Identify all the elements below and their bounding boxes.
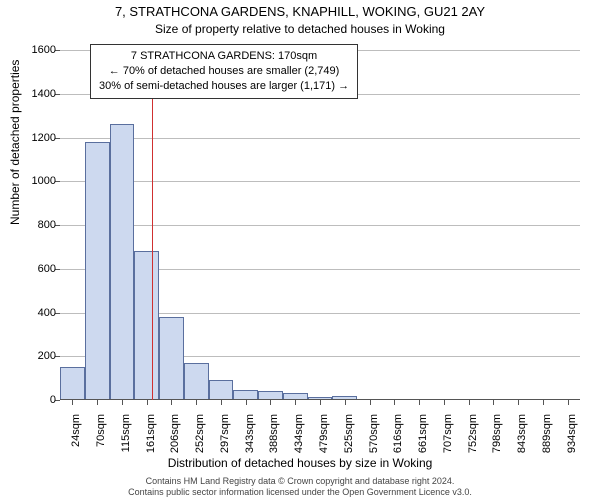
info-line-3: 30% of semi-detached houses are larger (…: [99, 79, 349, 94]
bar: [60, 367, 85, 400]
y-tick-label: 1000: [16, 175, 56, 187]
x-tick-mark: [394, 400, 395, 405]
y-tick-label: 400: [16, 307, 56, 319]
x-tick-mark: [246, 400, 247, 405]
reference-line: [152, 50, 153, 400]
bar: [85, 142, 110, 400]
x-tick-mark: [518, 400, 519, 405]
x-tick-mark: [221, 400, 222, 405]
chart-title-main: 7, STRATHCONA GARDENS, KNAPHILL, WOKING,…: [0, 4, 600, 19]
y-tick-label: 0: [16, 394, 56, 406]
info-line-1: 7 STRATHCONA GARDENS: 170sqm: [99, 49, 349, 64]
y-tick-label: 600: [16, 263, 56, 275]
info-box: 7 STRATHCONA GARDENS: 170sqm ← 70% of de…: [90, 44, 358, 99]
x-tick-mark: [543, 400, 544, 405]
y-tick-label: 1600: [16, 44, 56, 56]
footer-line-1: Contains HM Land Registry data © Crown c…: [0, 476, 600, 487]
y-tick-label: 200: [16, 350, 56, 362]
footer-line-2: Contains public sector information licen…: [0, 487, 600, 498]
x-tick-mark: [295, 400, 296, 405]
bar: [110, 124, 135, 400]
x-axis-label: Distribution of detached houses by size …: [0, 456, 600, 470]
bar: [184, 363, 209, 400]
bar: [209, 380, 234, 400]
bars-group: [60, 50, 580, 400]
bar: [159, 317, 184, 400]
y-tick-label: 800: [16, 219, 56, 231]
x-tick-mark: [419, 400, 420, 405]
plot-area: 0200400600800100012001400160024sqm70sqm1…: [60, 50, 580, 400]
x-tick-mark: [444, 400, 445, 405]
chart-title-sub: Size of property relative to detached ho…: [0, 22, 600, 36]
x-tick-mark: [493, 400, 494, 405]
x-tick-mark: [171, 400, 172, 405]
x-tick-mark: [370, 400, 371, 405]
x-tick-mark: [320, 400, 321, 405]
x-tick-mark: [72, 400, 73, 405]
x-tick-mark: [345, 400, 346, 405]
x-tick-mark: [147, 400, 148, 405]
x-tick-mark: [122, 400, 123, 405]
x-tick-mark: [568, 400, 569, 405]
info-line-2: ← 70% of detached houses are smaller (2,…: [99, 64, 349, 79]
x-tick-mark: [97, 400, 98, 405]
x-tick-mark: [469, 400, 470, 405]
bar: [134, 251, 159, 400]
x-tick-mark: [270, 400, 271, 405]
y-tick-label: 1200: [16, 132, 56, 144]
x-tick-mark: [196, 400, 197, 405]
y-tick-label: 1400: [16, 88, 56, 100]
footer-attribution: Contains HM Land Registry data © Crown c…: [0, 476, 600, 498]
